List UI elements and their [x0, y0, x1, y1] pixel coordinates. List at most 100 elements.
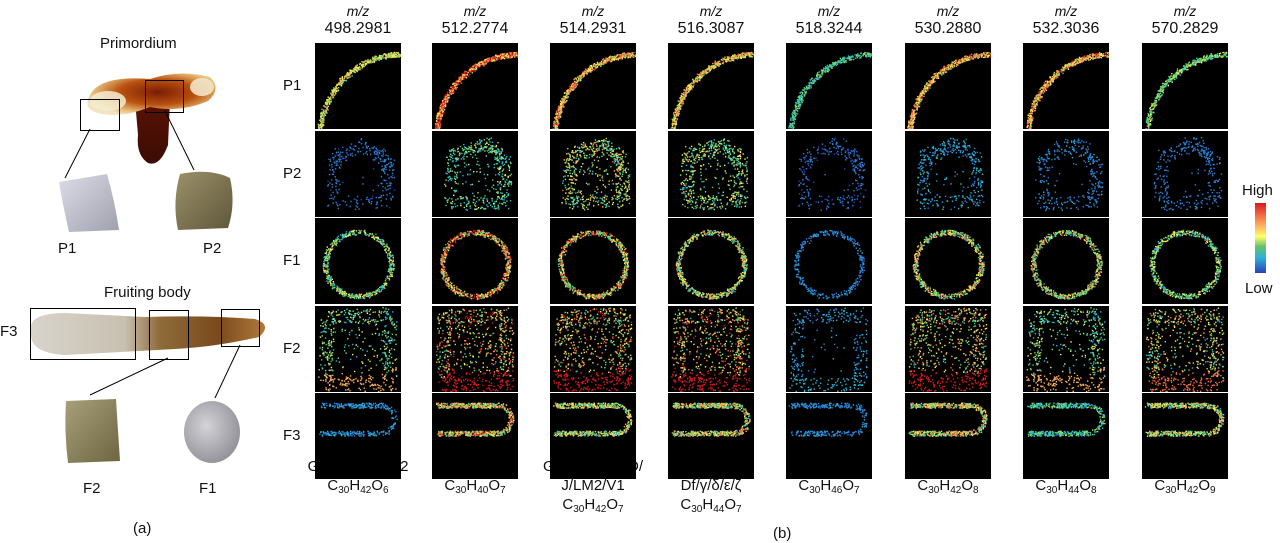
msi-image-tile: [550, 393, 636, 479]
compound-formula: C30H42O9: [1124, 476, 1246, 496]
ion-intensity-map: [908, 307, 988, 392]
msi-image-tile: [315, 131, 401, 217]
msi-image-tile: [432, 306, 518, 392]
msi-image-tile: [315, 218, 401, 304]
msi-image-tile: [905, 43, 991, 129]
ion-intensity-map: [553, 402, 633, 437]
ion-intensity-map: [1144, 402, 1225, 437]
ion-intensity-map: [436, 402, 515, 437]
p2-sample-image: [175, 171, 233, 230]
msi-image-tile: [668, 218, 754, 304]
msi-image-tile: [315, 306, 401, 392]
msi-image-tile: [1142, 306, 1228, 392]
ion-intensity-map: [319, 402, 398, 437]
ion-intensity-map: [1149, 229, 1222, 300]
msi-image-tile: [1023, 218, 1109, 304]
ion-intensity-map: [557, 230, 630, 300]
f3-sample-label: F3: [0, 323, 18, 340]
mz-column-header: m/z 516.3087: [666, 2, 756, 38]
ion-intensity-map: [1026, 51, 1109, 129]
compound-formula: C30H40O7: [414, 476, 536, 496]
msi-image-tile: [432, 218, 518, 304]
ion-intensity-map: [671, 307, 751, 392]
msi-image-tile: [1023, 43, 1109, 129]
ion-intensity-map: [908, 402, 988, 437]
compound-name: Df/γ/δ/ε/ζ: [650, 476, 772, 495]
ion-intensity-map: [789, 307, 869, 392]
p2-sample-label: P2: [203, 240, 221, 257]
msi-image-tile: [1023, 393, 1109, 479]
ion-intensity-map: [1030, 230, 1103, 300]
mz-value: 532.3036: [1033, 20, 1100, 37]
mz-value: 570.2829: [1152, 20, 1219, 37]
msi-image-tile: [315, 393, 401, 479]
mz-value: 516.3087: [678, 20, 745, 37]
f2-sample-label: F2: [83, 480, 101, 497]
p2-region-box: [145, 80, 184, 113]
sample-row-label: F2: [283, 340, 301, 357]
ion-intensity-map: [317, 51, 401, 129]
ion-intensity-map: [670, 51, 754, 129]
msi-image-tile: [905, 393, 991, 479]
fruiting-body-title: Fruiting body: [104, 284, 191, 301]
msi-image-tile: [905, 218, 991, 304]
ion-intensity-map: [434, 51, 518, 129]
sample-row-label: F3: [283, 427, 301, 444]
sample-row-label: P1: [283, 77, 301, 94]
mz-prefix: m/z: [666, 2, 756, 20]
msi-image-tile: [786, 218, 872, 304]
panel-a-letter: (a): [133, 520, 151, 537]
mz-column-header: m/z 498.2981: [313, 2, 403, 38]
ion-intensity-map: [1027, 402, 1106, 437]
msi-image-tile: [1023, 131, 1109, 217]
mz-column-header: m/z 530.2880: [903, 2, 993, 38]
mz-prefix: m/z: [313, 2, 403, 20]
msi-image-tile: [668, 43, 754, 129]
msi-image-tile: [786, 393, 872, 479]
msi-image-tile: [668, 131, 754, 217]
msi-image-tile: [550, 43, 636, 129]
sample-row-label: F1: [283, 252, 301, 269]
ion-intensity-map: [1146, 307, 1225, 392]
ion-intensity-map: [436, 307, 515, 392]
mz-prefix: m/z: [430, 2, 520, 20]
msi-image-tile: [550, 131, 636, 217]
mz-prefix: m/z: [784, 2, 874, 20]
primordium-title: Primordium: [100, 35, 177, 52]
msi-image-tile: [315, 43, 401, 129]
msi-image-tile: [1142, 131, 1228, 217]
ion-intensity-map: [1035, 138, 1104, 212]
f3-region-box: [30, 308, 136, 360]
ion-intensity-map: [444, 137, 513, 211]
ion-intensity-map: [788, 52, 872, 129]
ion-intensity-map: [322, 229, 395, 300]
ion-intensity-map: [788, 402, 868, 437]
ion-intensity-map: [552, 51, 636, 129]
msi-image-tile: [786, 306, 872, 392]
msi-image-tile: [1142, 218, 1228, 304]
msi-image-tile: [432, 43, 518, 129]
mz-value: 518.3244: [796, 20, 863, 37]
mz-value: 530.2880: [915, 20, 982, 37]
msi-image-tile: [786, 131, 872, 217]
msi-image-tile: [905, 306, 991, 392]
ion-intensity-map: [1145, 51, 1228, 129]
sample-row-label: P2: [283, 165, 301, 182]
mz-column-header: m/z 570.2829: [1140, 2, 1230, 38]
msi-image-tile: [1023, 306, 1109, 392]
f2-region-box: [149, 310, 189, 360]
compound-formula: C30H44O7: [650, 495, 772, 515]
ion-intensity-map: [916, 137, 985, 211]
msi-image-tile: [432, 393, 518, 479]
ion-intensity-map: [1153, 136, 1223, 211]
f1-sample-image: [184, 401, 240, 463]
ion-intensity-map: [907, 52, 991, 129]
ion-intensity-map: [327, 138, 396, 211]
ion-intensity-map: [675, 229, 748, 300]
p1-region-box: [80, 99, 120, 131]
ion-intensity-map: [912, 229, 985, 300]
mz-column-header: m/z 514.2931: [548, 2, 638, 38]
mz-prefix: m/z: [903, 2, 993, 20]
p1-sample-label: P1: [58, 240, 76, 257]
compound-name: J/LM2/V1: [532, 476, 654, 495]
